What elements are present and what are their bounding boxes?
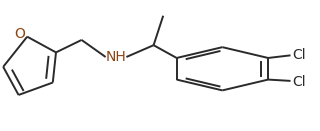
Text: Cl: Cl [292, 75, 306, 89]
Text: O: O [15, 27, 26, 41]
Text: Cl: Cl [292, 48, 306, 62]
Text: NH: NH [106, 50, 126, 64]
